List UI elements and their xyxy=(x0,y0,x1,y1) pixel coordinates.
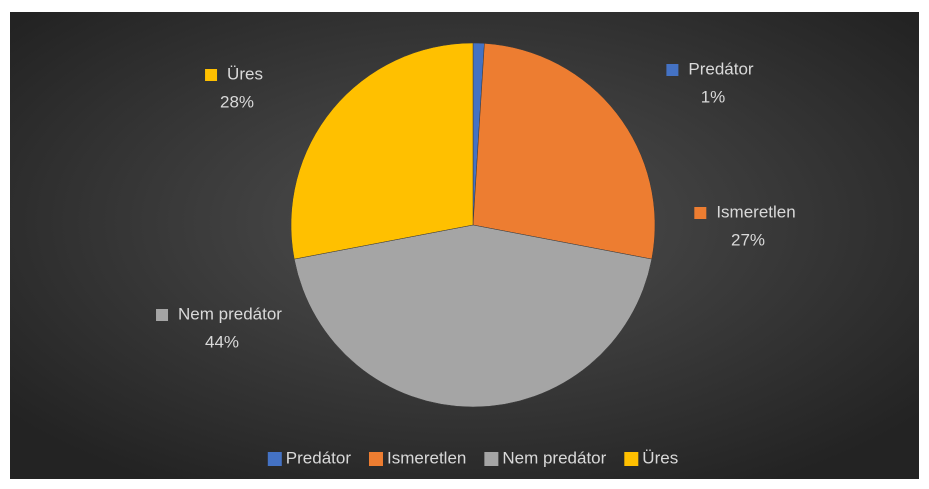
data-label-category: Üres xyxy=(227,64,263,83)
pie-slice xyxy=(290,42,474,260)
data-label-value: 1% xyxy=(701,87,726,106)
data-label-swatch xyxy=(205,69,218,81)
data-label-swatch xyxy=(666,64,679,76)
data-label-value: 27% xyxy=(731,230,765,249)
legend-swatch xyxy=(267,452,282,466)
legend-swatch xyxy=(368,452,383,466)
data-label-swatch xyxy=(694,207,707,219)
legend-swatch xyxy=(484,452,499,466)
data-label-category: Nem predátor xyxy=(178,304,282,323)
data-label-category: Predátor xyxy=(688,59,754,78)
data-label-category: Ismeretlen xyxy=(716,202,795,221)
legend-label: Ismeretlen xyxy=(387,448,466,467)
pie-slice xyxy=(472,43,656,260)
data-label-swatch xyxy=(156,309,169,321)
legend-swatch xyxy=(624,452,639,466)
data-label-value: 44% xyxy=(205,332,239,351)
legend-label: Predátor xyxy=(286,448,352,467)
pie-slice xyxy=(293,224,653,408)
data-label-value: 28% xyxy=(220,92,254,111)
legend-label: Nem predátor xyxy=(502,448,606,467)
legend-label: Üres xyxy=(642,448,678,467)
